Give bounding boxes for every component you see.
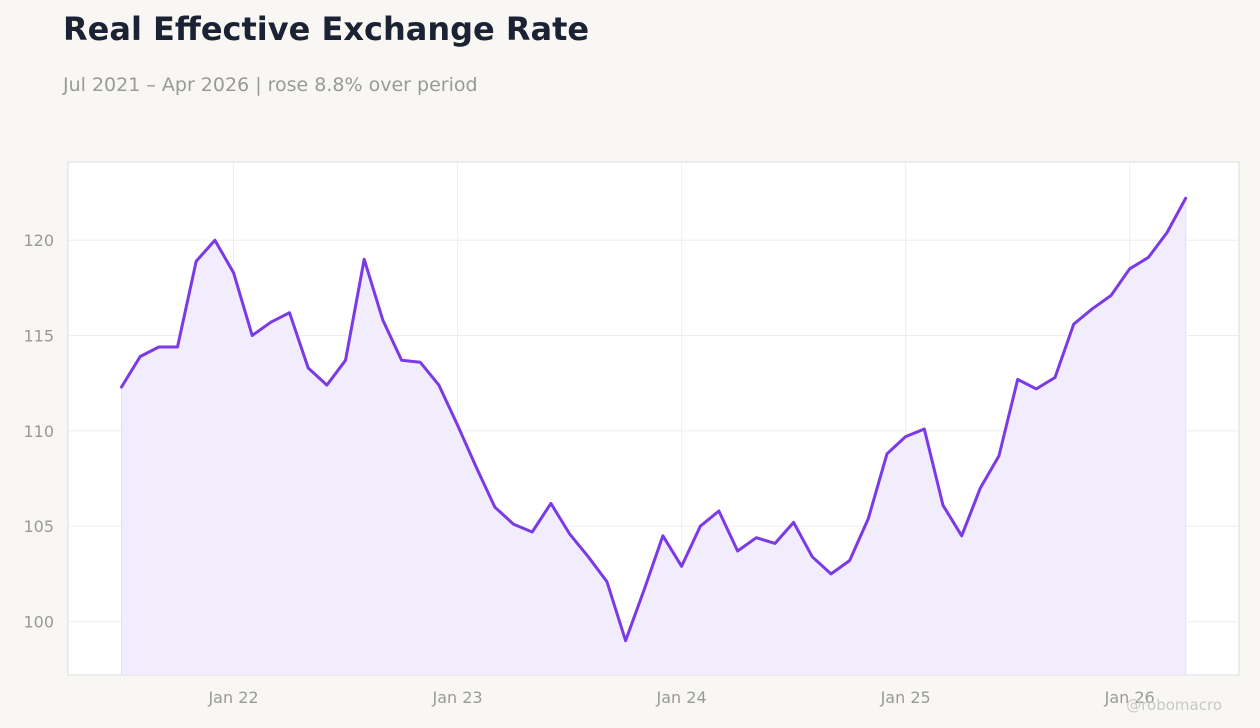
y-tick-label: 110: [23, 422, 54, 441]
x-tick-label: Jan 24: [656, 688, 707, 707]
x-tick-label: Jan 25: [880, 688, 931, 707]
line-layer: [120, 196, 1188, 643]
x-axis: Jan 22 Jan 23 Jan 24 Jan 25 Jan 26: [207, 688, 1154, 707]
area-layer: [121, 198, 1187, 675]
x-tick-label: Jan 26: [1104, 688, 1155, 707]
area-fill: [121, 198, 1186, 675]
x-tick-label: Jan 23: [432, 688, 483, 707]
series-line: [120, 196, 1188, 643]
x-tick-label: Jan 22: [207, 688, 258, 707]
y-axis: 100 105 110 115 120: [23, 231, 54, 631]
watermark: @robomacro: [1126, 696, 1222, 714]
chart-subtitle: Jul 2021 – Apr 2026 | rose 8.8% over per…: [63, 74, 478, 96]
y-tick-label: 115: [23, 327, 54, 346]
chart-title: Real Effective Exchange Rate: [63, 10, 590, 48]
y-tick-label: 120: [23, 231, 54, 250]
y-tick-label: 105: [23, 517, 54, 536]
y-tick-label: 100: [23, 613, 54, 632]
